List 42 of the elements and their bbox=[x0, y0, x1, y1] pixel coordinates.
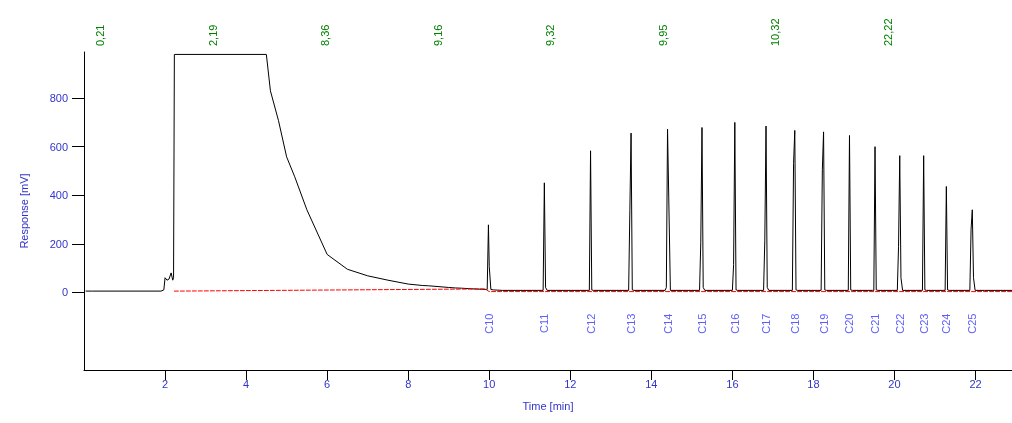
text: 9,95 bbox=[656, 24, 669, 46]
y-tick-label: 600 bbox=[49, 140, 68, 153]
y-tick-label: 800 bbox=[49, 92, 68, 105]
y-tick-label: 200 bbox=[49, 237, 68, 250]
annotation: C19 bbox=[817, 313, 830, 334]
x-axis-title: Time [min] bbox=[522, 399, 574, 412]
annotation: C10 bbox=[483, 313, 496, 334]
annotation: C23 bbox=[917, 313, 930, 334]
x-tick-label: 2 bbox=[161, 377, 169, 390]
x-tick-label: 12 bbox=[564, 377, 577, 390]
x-tick-label: 4 bbox=[243, 377, 250, 390]
x-tick-label: 22 bbox=[969, 377, 982, 390]
text: 2,19 bbox=[206, 24, 219, 46]
x-tick-label: 20 bbox=[888, 377, 901, 390]
annotation: C11 bbox=[538, 313, 551, 333]
text: 9,32 bbox=[544, 24, 556, 46]
y-axis-title: Response [mV] bbox=[17, 173, 30, 249]
x-tick-label: 14 bbox=[645, 377, 658, 390]
x-tick-label: 10 bbox=[483, 377, 496, 390]
annotation: C15 bbox=[695, 313, 708, 334]
annotation: C14 bbox=[661, 313, 674, 334]
x-tick-label: 16 bbox=[726, 377, 739, 390]
annotation: C25 bbox=[966, 313, 979, 334]
annotation: C24 bbox=[940, 313, 953, 334]
x-tick-label: 6 bbox=[324, 377, 331, 390]
annotation: C16 bbox=[728, 313, 741, 334]
annotation: C22 bbox=[893, 313, 906, 334]
x-tick-label: 8 bbox=[405, 377, 412, 390]
annotation: C21 bbox=[869, 313, 882, 334]
annotation: C20 bbox=[843, 313, 856, 334]
text: 8,36 bbox=[319, 24, 331, 46]
annotation: C17 bbox=[760, 313, 773, 334]
y-tick-label: 0 bbox=[61, 286, 68, 299]
x-tick-label: 18 bbox=[807, 377, 820, 390]
annotation: C12 bbox=[584, 313, 597, 334]
text: 22,22 bbox=[881, 18, 894, 46]
annotation: C18 bbox=[788, 313, 801, 334]
text: 0,21 bbox=[94, 24, 106, 46]
annotation: C13 bbox=[625, 313, 638, 334]
text: 9,16 bbox=[431, 24, 444, 46]
text: 10,32 bbox=[769, 18, 781, 46]
y-tick-label: 400 bbox=[49, 189, 68, 202]
